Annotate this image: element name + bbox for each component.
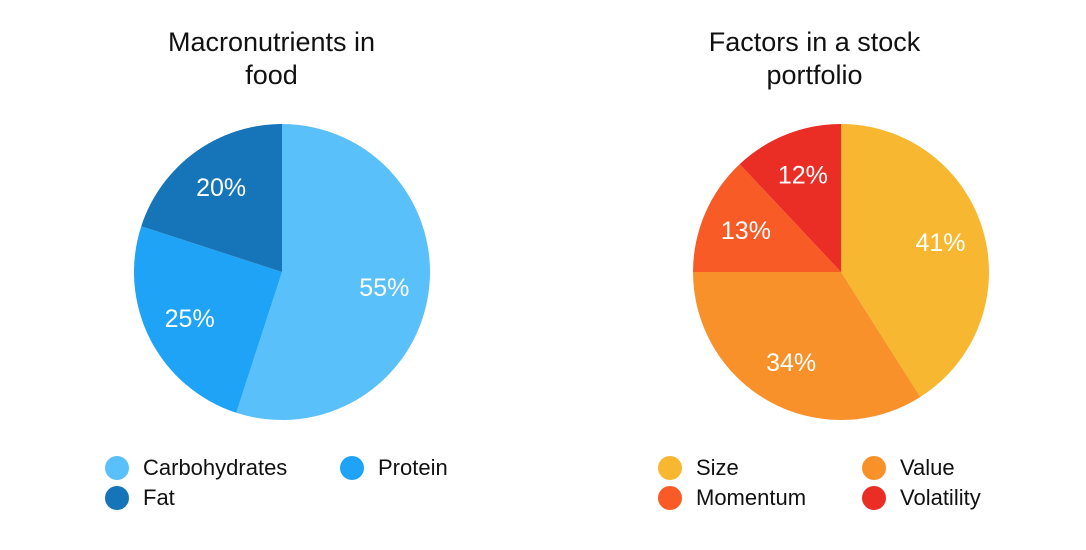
pie-chart-macronutrients: 55% 25% 20%	[133, 124, 431, 421]
legend-label: Value	[900, 455, 955, 480]
pie-chart-stock-portfolio: 41% 34% 13%12%	[693, 124, 989, 421]
legend-swatch-icon	[658, 486, 682, 510]
pie-slice-size	[841, 124, 989, 397]
chart-title-line-2: portfolio	[766, 60, 863, 90]
legend-item-volatility: Volatility	[862, 483, 981, 513]
pie-slice-momentum	[693, 164, 841, 272]
legend-item-fat: Fat	[105, 483, 175, 513]
legend-swatch-icon	[658, 456, 682, 480]
slice-label-carbohydrates: 55%	[359, 274, 409, 302]
legend-label: Protein	[378, 455, 448, 480]
slice-label-size: 41%	[915, 229, 965, 257]
legend-item-protein: Protein	[340, 453, 448, 483]
chart-title-line-1: Macronutrients in	[167, 27, 376, 57]
pie-slice-value	[693, 272, 921, 421]
legend-item-momentum: Momentum	[658, 483, 806, 513]
legend-swatch-icon	[862, 456, 886, 480]
pie-slice-volatility	[739, 124, 841, 272]
chart-stock-portfolio: Factors in a stock portfolio 41% 34% 13% 12…	[543, 0, 1086, 550]
legend-label: Volatility	[900, 485, 981, 510]
pie-slice-fat	[141, 124, 282, 272]
legend: Size Value Momentum Volatility	[543, 453, 1086, 513]
legend: Carbohydrates Protein Fat	[0, 453, 543, 513]
chart-title: Macronutrients in food	[0, 26, 543, 92]
legend-swatch-icon	[105, 456, 129, 480]
pie-slice-carbohydrates	[236, 124, 431, 421]
slice-label-momentum: 13%	[721, 217, 771, 245]
legend-label: Momentum	[696, 485, 807, 510]
pie-slice-protein	[133, 226, 282, 413]
legend-label: Size	[696, 455, 739, 480]
legend-item-carbohydrates: Carbohydrates	[105, 453, 287, 483]
legend-label: Fat	[143, 485, 175, 510]
legend-item-size: Size	[658, 453, 739, 483]
legend-item-value: Value	[862, 453, 955, 483]
slice-label-value: 34%	[766, 349, 816, 377]
legend-swatch-icon	[862, 486, 886, 510]
chart-title-line-2: food	[245, 60, 298, 90]
chart-macronutrients: Macronutrients in food 55% 25% 20% Carbohy…	[0, 26, 543, 513]
chart-title: Factors in a stock portfolio	[543, 26, 1086, 92]
slice-label-protein: 25%	[165, 305, 215, 333]
chart-title-line-1: Factors in a stock	[708, 27, 921, 57]
legend-label: Carbohydrates	[143, 455, 288, 480]
legend-swatch-icon	[340, 456, 364, 480]
slice-label-fat: 20%	[196, 174, 246, 202]
slice-label-volatility: 12%	[778, 162, 828, 190]
legend-swatch-icon	[105, 486, 129, 510]
